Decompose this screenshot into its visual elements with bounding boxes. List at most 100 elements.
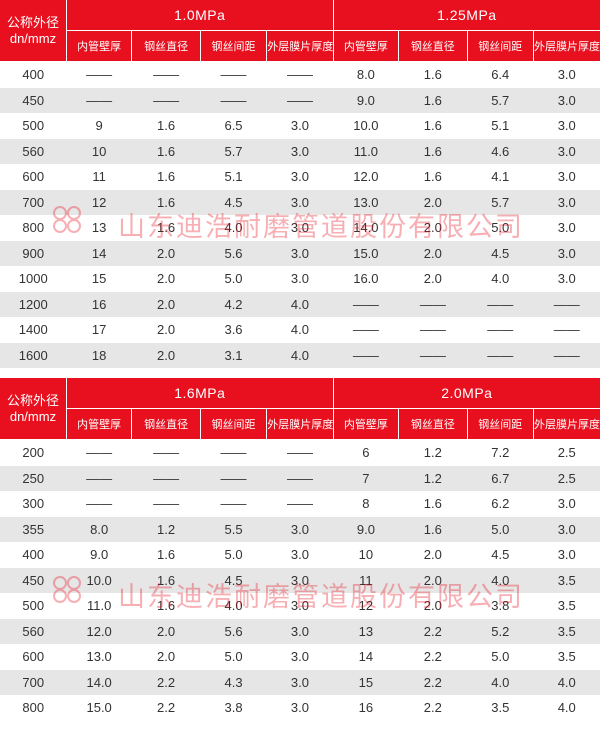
table-row: 1200 16 2.0 4.2 4.0 —— —— —— —— (0, 291, 600, 317)
value-cell: 15.0 (66, 695, 132, 721)
value-cell: 6.7 (467, 465, 534, 491)
value-cell: 1.2 (398, 465, 468, 491)
value-cell: —— (467, 291, 534, 317)
sub-column-header: 钢丝直径 (131, 408, 201, 440)
value-cell: 2.0 (131, 618, 201, 644)
value-cell: 5.0 (467, 215, 534, 241)
value-cell: 1.6 (398, 113, 468, 139)
table-row: 1400 17 2.0 3.6 4.0 —— —— —— —— (0, 317, 600, 343)
value-cell: 11 (333, 567, 399, 593)
spec-table-top: 公称外径 dn/mmz 1.0MPa 1.25MPa 内管壁厚 钢丝直径 钢丝间… (0, 0, 600, 368)
dn-cell: 500 (0, 593, 67, 619)
value-cell: 3.0 (266, 138, 334, 164)
table-row: 450 10.0 1.6 4.5 3.0 11 2.0 4.0 3.5 (0, 567, 600, 593)
sub-column-header: 钢丝直径 (131, 30, 201, 62)
value-cell: 9.0 (66, 542, 132, 568)
value-cell: —— (398, 291, 468, 317)
value-cell: 5.1 (200, 164, 267, 190)
value-cell: 2.0 (131, 266, 201, 292)
value-cell: 3.0 (266, 240, 334, 266)
value-cell: 3.6 (200, 317, 267, 343)
sub-column-header: 钢丝间距 (200, 408, 268, 440)
value-cell: 4.2 (200, 291, 267, 317)
value-cell: 10.0 (66, 567, 132, 593)
value-cell: 8.0 (66, 516, 132, 542)
table-row: 600 13.0 2.0 5.0 3.0 14 2.2 5.0 3.5 (0, 644, 600, 670)
value-cell: 5.6 (200, 618, 267, 644)
value-cell: 1.6 (131, 113, 201, 139)
value-cell: 10.0 (333, 113, 399, 139)
value-cell: 15 (333, 669, 399, 695)
value-cell: 6.2 (467, 491, 534, 517)
value-cell: —— (200, 491, 267, 517)
sub-column-header: 外层膜片厚度 (533, 408, 600, 440)
value-cell: 3.0 (266, 567, 334, 593)
value-cell: 1.6 (131, 189, 201, 215)
value-cell: 16 (333, 695, 399, 721)
value-cell: 2.0 (398, 542, 468, 568)
sub-column-header: 内管壁厚 (66, 30, 133, 62)
value-cell: 4.0 (467, 266, 534, 292)
value-cell: 4.0 (266, 342, 334, 368)
value-cell: 4.0 (467, 567, 534, 593)
value-cell: 5.0 (467, 644, 534, 670)
value-cell: 2.2 (131, 669, 201, 695)
pressure-header: 1.6MPa (66, 378, 334, 409)
value-cell: 6 (333, 439, 399, 466)
value-cell: 13 (333, 618, 399, 644)
table-row: 500 11.0 1.6 4.0 3.0 12 2.0 3.8 3.5 (0, 593, 600, 619)
value-cell: —— (333, 291, 399, 317)
dn-cell: 400 (0, 61, 67, 88)
value-cell: 4.0 (266, 317, 334, 343)
value-cell: 3.0 (266, 669, 334, 695)
value-cell: 7 (333, 465, 399, 491)
value-cell: 16.0 (333, 266, 399, 292)
value-cell: 5.2 (467, 618, 534, 644)
table-row: 700 12 1.6 4.5 3.0 13.0 2.0 5.7 3.0 (0, 189, 600, 215)
value-cell: 8 (333, 491, 399, 517)
value-cell: 3.0 (533, 87, 600, 113)
sub-column-header: 钢丝间距 (467, 408, 535, 440)
value-cell: 4.3 (200, 669, 267, 695)
value-cell: 15 (66, 266, 132, 292)
value-cell: 3.5 (533, 567, 600, 593)
value-cell: —— (200, 439, 267, 466)
value-cell: 3.0 (533, 491, 600, 517)
spec-table: 公称外径 dn/mmz 1.6MPa 2.0MPa 内管壁厚 钢丝直径 钢丝间距… (0, 378, 600, 721)
value-cell: 3.0 (266, 695, 334, 721)
value-cell: 3.0 (266, 215, 334, 241)
spec-table-bottom: 公称外径 dn/mmz 1.6MPa 2.0MPa 内管壁厚 钢丝直径 钢丝间距… (0, 378, 600, 721)
value-cell: 2.2 (398, 669, 468, 695)
value-cell: 1.6 (398, 61, 468, 88)
value-cell: 3.5 (467, 695, 534, 721)
value-cell: 3.8 (200, 695, 267, 721)
value-cell: 2.0 (398, 240, 468, 266)
dn-cell: 700 (0, 189, 67, 215)
value-cell: 3.0 (533, 61, 600, 88)
spec-table: 公称外径 dn/mmz 1.0MPa 1.25MPa 内管壁厚 钢丝直径 钢丝间… (0, 0, 600, 368)
value-cell: 5.7 (467, 87, 534, 113)
value-cell: 1.6 (398, 164, 468, 190)
dn-cell: 800 (0, 215, 67, 241)
value-cell: 17 (66, 317, 132, 343)
value-cell: 3.0 (266, 266, 334, 292)
value-cell: —— (266, 491, 334, 517)
value-cell: 4.5 (200, 189, 267, 215)
value-cell: 10 (66, 138, 132, 164)
value-cell: 3.0 (266, 542, 334, 568)
sub-column-header: 外层膜片厚度 (533, 30, 600, 62)
value-cell: 4.5 (467, 542, 534, 568)
value-cell: —— (66, 87, 132, 113)
value-cell: 13 (66, 215, 132, 241)
value-cell: 2.0 (398, 215, 468, 241)
dn-cell: 700 (0, 669, 67, 695)
dn-cell: 600 (0, 164, 67, 190)
table-row: 900 14 2.0 5.6 3.0 15.0 2.0 4.5 3.0 (0, 240, 600, 266)
table-row: 800 13 1.6 4.0 3.0 14.0 2.0 5.0 3.0 (0, 215, 600, 241)
dn-cell: 300 (0, 491, 67, 517)
value-cell: —— (266, 87, 334, 113)
dn-label-line1: 公称外径 (6, 392, 59, 408)
value-cell: 2.5 (533, 439, 600, 466)
value-cell: 4.5 (200, 567, 267, 593)
value-cell: 14 (333, 644, 399, 670)
